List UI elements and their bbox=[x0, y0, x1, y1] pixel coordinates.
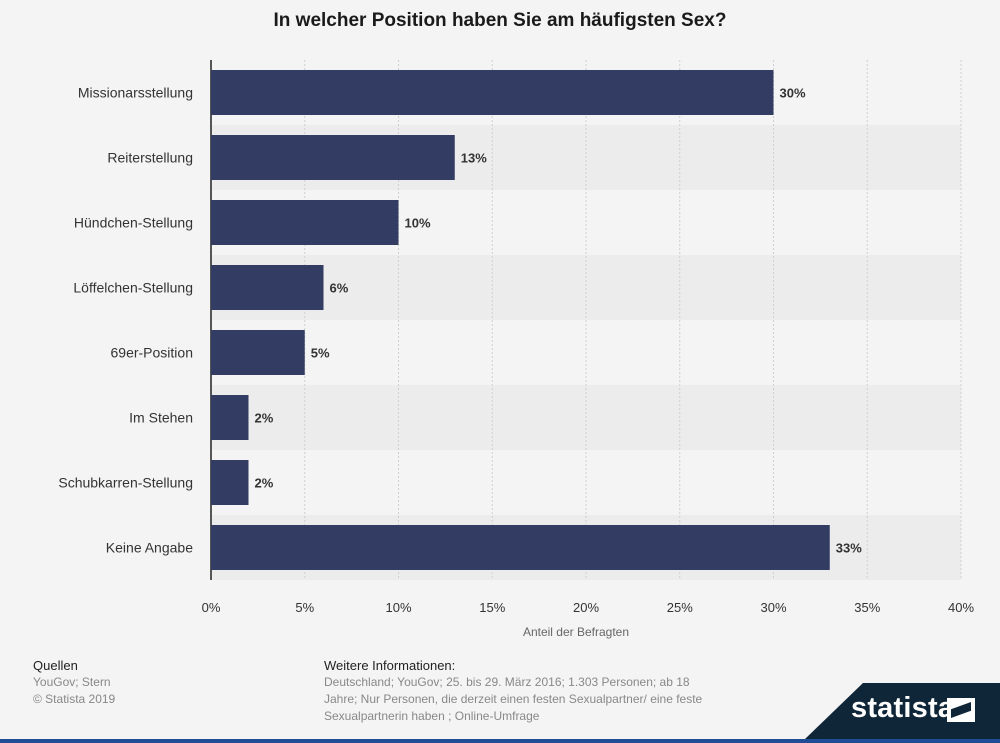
x-tick-label: 40% bbox=[948, 600, 974, 615]
value-label: 2% bbox=[255, 411, 274, 426]
x-tick-label: 30% bbox=[760, 600, 786, 615]
bottom-accent-line bbox=[0, 739, 1000, 743]
statista-logo[interactable]: statista bbox=[805, 683, 1000, 739]
bar-7 bbox=[211, 460, 249, 505]
value-label: 5% bbox=[311, 346, 330, 361]
x-tick-label: 5% bbox=[295, 600, 314, 615]
source-item: YouGov; Stern bbox=[33, 675, 111, 689]
value-label: 33% bbox=[836, 541, 862, 556]
bar-2 bbox=[211, 135, 455, 180]
chart-title: In welcher Position haben Sie am häufigs… bbox=[273, 10, 727, 31]
category-label: Missionarsstellung bbox=[78, 85, 193, 101]
info-text: Deutschland; YouGov; 25. bis 29. März 20… bbox=[324, 675, 703, 723]
sources-block: Quellen YouGov; Stern © Statista 2019 bbox=[33, 657, 115, 708]
x-tick-label: 25% bbox=[667, 600, 693, 615]
statista-mark-icon bbox=[947, 698, 975, 722]
value-label: 6% bbox=[330, 281, 349, 296]
x-tick-label: 15% bbox=[479, 600, 505, 615]
x-tick-label: 35% bbox=[854, 600, 880, 615]
category-label: Keine Angabe bbox=[106, 540, 193, 556]
value-label: 10% bbox=[405, 216, 431, 231]
sources-heading: Quellen bbox=[33, 658, 78, 673]
x-axis-title: Anteil der Befragten bbox=[523, 625, 629, 639]
category-label: Schubkarren-Stellung bbox=[58, 475, 193, 491]
category-label: Reiterstellung bbox=[107, 150, 193, 166]
bar-8 bbox=[211, 525, 830, 570]
brand-name: statista bbox=[851, 692, 955, 724]
x-tick-label: 0% bbox=[202, 600, 221, 615]
info-heading: Weitere Informationen: bbox=[324, 658, 456, 673]
category-label: Im Stehen bbox=[129, 410, 193, 426]
value-label: 2% bbox=[255, 476, 274, 491]
x-tick-label: 20% bbox=[573, 600, 599, 615]
bar-5 bbox=[211, 330, 305, 375]
bar-chart: Missionarsstellung 30% Reiterstellung 13% Hü… bbox=[58, 60, 974, 639]
category-label: 69er-Position bbox=[111, 345, 194, 361]
copyright: © Statista 2019 bbox=[33, 692, 116, 706]
value-label: 13% bbox=[461, 151, 487, 166]
category-label: Löffelchen-Stellung bbox=[73, 280, 193, 296]
bar-1 bbox=[211, 70, 774, 115]
bar-3 bbox=[211, 200, 399, 245]
category-label: Hündchen-Stellung bbox=[74, 215, 193, 231]
info-block: Weitere Informationen: Deutschland; YouG… bbox=[324, 657, 714, 725]
x-tick-label: 10% bbox=[385, 600, 411, 615]
value-label: 30% bbox=[780, 86, 806, 101]
bar-6 bbox=[211, 395, 249, 440]
bar-4 bbox=[211, 265, 324, 310]
